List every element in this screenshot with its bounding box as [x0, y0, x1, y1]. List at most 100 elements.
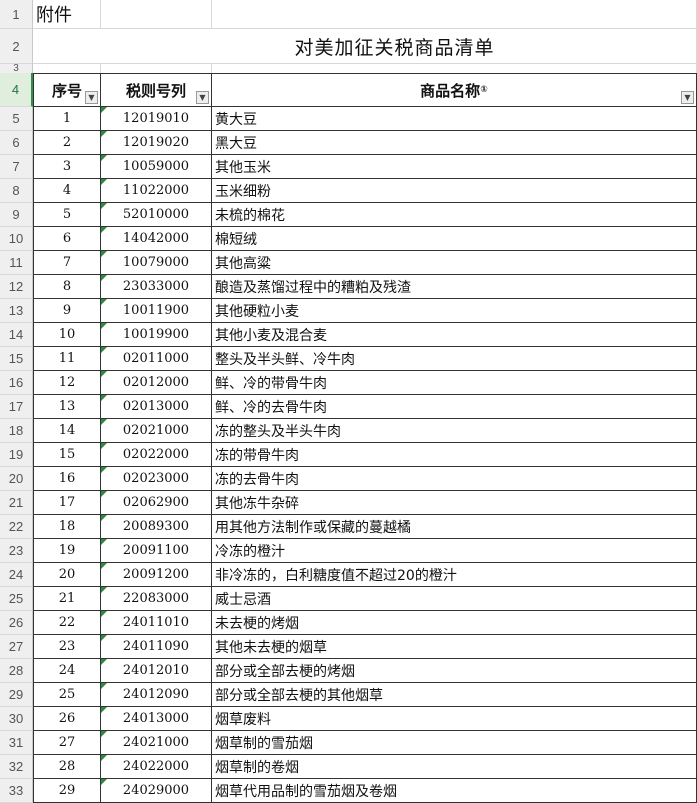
code-cell[interactable]: 10019900: [101, 323, 212, 347]
name-cell[interactable]: 其他冻牛杂碎: [212, 491, 697, 515]
row-header[interactable]: 6: [0, 131, 33, 155]
name-cell[interactable]: 酿造及蒸馏过程中的糟粕及残渣: [212, 275, 697, 299]
code-cell[interactable]: 10011900: [101, 299, 212, 323]
code-cell[interactable]: 12019010: [101, 107, 212, 131]
seq-cell[interactable]: 2: [33, 131, 101, 155]
name-cell[interactable]: 冻的去骨牛肉: [212, 467, 697, 491]
row-header[interactable]: 12: [0, 275, 33, 299]
seq-cell[interactable]: 14: [33, 419, 101, 443]
name-cell[interactable]: 未梳的棉花: [212, 203, 697, 227]
row-header[interactable]: 27: [0, 635, 33, 659]
seq-cell[interactable]: 25: [33, 683, 101, 707]
row-header[interactable]: 21: [0, 491, 33, 515]
code-cell[interactable]: 02013000: [101, 395, 212, 419]
code-cell[interactable]: 20089300: [101, 515, 212, 539]
row-header[interactable]: 28: [0, 659, 33, 683]
cell[interactable]: [212, 0, 697, 29]
seq-cell[interactable]: 15: [33, 443, 101, 467]
seq-cell[interactable]: 1: [33, 107, 101, 131]
row-header[interactable]: 17: [0, 395, 33, 419]
name-cell[interactable]: 黑大豆: [212, 131, 697, 155]
code-cell[interactable]: 10079000: [101, 251, 212, 275]
row-header[interactable]: 4: [0, 73, 33, 107]
header-name[interactable]: 商品名称 ① ▼: [212, 73, 697, 107]
name-cell[interactable]: 鲜、冷的带骨牛肉: [212, 371, 697, 395]
name-cell[interactable]: 部分或全部去梗的烤烟: [212, 659, 697, 683]
row-header[interactable]: 23: [0, 539, 33, 563]
code-cell[interactable]: 24012010: [101, 659, 212, 683]
row-header[interactable]: 25: [0, 587, 33, 611]
sheet-title[interactable]: 对美加征关税商品清单: [33, 29, 697, 64]
row-header[interactable]: 5: [0, 107, 33, 131]
name-cell[interactable]: 部分或全部去梗的其他烟草: [212, 683, 697, 707]
name-cell[interactable]: 其他小麦及混合麦: [212, 323, 697, 347]
code-cell[interactable]: 23033000: [101, 275, 212, 299]
row-header[interactable]: 33: [0, 779, 33, 803]
seq-cell[interactable]: 21: [33, 587, 101, 611]
name-cell[interactable]: 非冷冻的，白利糖度值不超过20的橙汁: [212, 563, 697, 587]
code-cell[interactable]: 24022000: [101, 755, 212, 779]
seq-cell[interactable]: 18: [33, 515, 101, 539]
seq-cell[interactable]: 19: [33, 539, 101, 563]
code-cell[interactable]: 02011000: [101, 347, 212, 371]
code-cell[interactable]: 02022000: [101, 443, 212, 467]
row-header[interactable]: 16: [0, 371, 33, 395]
name-cell[interactable]: 其他硬粒小麦: [212, 299, 697, 323]
name-cell[interactable]: 烟草代用品制的雪茄烟及卷烟: [212, 779, 697, 803]
row-header[interactable]: 32: [0, 755, 33, 779]
name-cell[interactable]: 烟草制的卷烟: [212, 755, 697, 779]
seq-cell[interactable]: 27: [33, 731, 101, 755]
seq-cell[interactable]: 24: [33, 659, 101, 683]
row-header[interactable]: 20: [0, 467, 33, 491]
seq-cell[interactable]: 6: [33, 227, 101, 251]
row-header[interactable]: 26: [0, 611, 33, 635]
cell[interactable]: [101, 64, 212, 74]
header-code[interactable]: 税则号列 ▼: [101, 73, 212, 107]
name-cell[interactable]: 冷冻的橙汁: [212, 539, 697, 563]
code-cell[interactable]: 02021000: [101, 419, 212, 443]
code-cell[interactable]: 24013000: [101, 707, 212, 731]
filter-dropdown-icon[interactable]: ▼: [85, 91, 98, 104]
filter-dropdown-icon[interactable]: ▼: [681, 91, 694, 104]
seq-cell[interactable]: 16: [33, 467, 101, 491]
seq-cell[interactable]: 4: [33, 179, 101, 203]
seq-cell[interactable]: 3: [33, 155, 101, 179]
code-cell[interactable]: 20091100: [101, 539, 212, 563]
cell[interactable]: [101, 0, 212, 29]
seq-cell[interactable]: 28: [33, 755, 101, 779]
row-header[interactable]: 7: [0, 155, 33, 179]
name-cell[interactable]: 威士忌酒: [212, 587, 697, 611]
row-header[interactable]: 19: [0, 443, 33, 467]
row-header[interactable]: 14: [0, 323, 33, 347]
code-cell[interactable]: 12019020: [101, 131, 212, 155]
code-cell[interactable]: 52010000: [101, 203, 212, 227]
row-header[interactable]: 31: [0, 731, 33, 755]
seq-cell[interactable]: 8: [33, 275, 101, 299]
code-cell[interactable]: 14042000: [101, 227, 212, 251]
seq-cell[interactable]: 12: [33, 371, 101, 395]
name-cell[interactable]: 玉米细粉: [212, 179, 697, 203]
name-cell[interactable]: 用其他方法制作或保藏的蔓越橘: [212, 515, 697, 539]
name-cell[interactable]: 未去梗的烤烟: [212, 611, 697, 635]
code-cell[interactable]: 24021000: [101, 731, 212, 755]
row-header[interactable]: 22: [0, 515, 33, 539]
seq-cell[interactable]: 13: [33, 395, 101, 419]
seq-cell[interactable]: 20: [33, 563, 101, 587]
code-cell[interactable]: 24012090: [101, 683, 212, 707]
code-cell[interactable]: 22083000: [101, 587, 212, 611]
row-header[interactable]: 13: [0, 299, 33, 323]
seq-cell[interactable]: 26: [33, 707, 101, 731]
name-cell[interactable]: 其他未去梗的烟草: [212, 635, 697, 659]
seq-cell[interactable]: 23: [33, 635, 101, 659]
code-cell[interactable]: 02023000: [101, 467, 212, 491]
row-header[interactable]: 11: [0, 251, 33, 275]
row-header[interactable]: 10: [0, 227, 33, 251]
seq-cell[interactable]: 5: [33, 203, 101, 227]
row-header[interactable]: 18: [0, 419, 33, 443]
name-cell[interactable]: 烟草废料: [212, 707, 697, 731]
seq-cell[interactable]: 17: [33, 491, 101, 515]
code-cell[interactable]: 10059000: [101, 155, 212, 179]
code-cell[interactable]: 24029000: [101, 779, 212, 803]
row-header[interactable]: 2: [0, 29, 33, 64]
name-cell[interactable]: 鲜、冷的去骨牛肉: [212, 395, 697, 419]
